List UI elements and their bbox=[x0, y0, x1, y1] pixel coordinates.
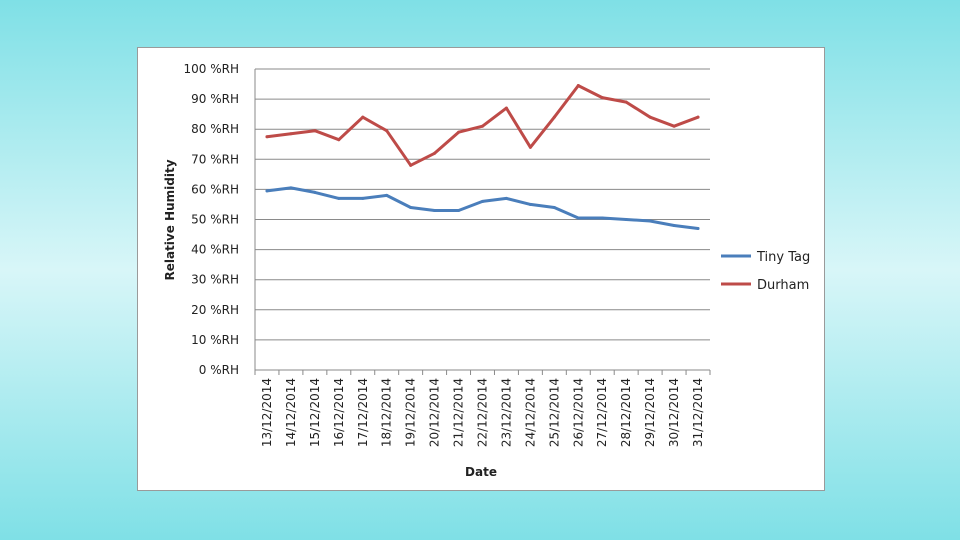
x-tick-label: 13/12/2014 bbox=[260, 378, 274, 447]
data-point bbox=[696, 227, 700, 231]
x-tick-label: 24/12/2014 bbox=[523, 378, 537, 447]
chart-frame: 0 %RH 10 %RH 20 %RH 30 %RH 40 %RH 50 %RH 60 %R… bbox=[137, 47, 825, 491]
data-point bbox=[361, 115, 365, 119]
data-point bbox=[504, 106, 508, 110]
data-point bbox=[433, 208, 437, 212]
data-point bbox=[457, 130, 461, 134]
y-tick-label: 30 %RH bbox=[191, 273, 239, 287]
data-point bbox=[576, 216, 580, 220]
legend-label: Tiny Tag bbox=[756, 250, 810, 265]
data-point bbox=[648, 219, 652, 223]
humidity-line-chart: 0 %RH 10 %RH 20 %RH 30 %RH 40 %RH 50 %RH 60 %R… bbox=[163, 62, 810, 479]
data-point bbox=[337, 196, 341, 200]
x-tick-label: 14/12/2014 bbox=[284, 378, 298, 447]
y-tick-label: 20 %RH bbox=[191, 303, 239, 317]
data-point bbox=[600, 96, 604, 100]
data-point bbox=[624, 218, 628, 221]
data-point bbox=[528, 145, 532, 149]
x-tick-label: 29/12/2014 bbox=[643, 378, 657, 447]
data-point bbox=[648, 115, 652, 119]
y-tick-label: 90 %RH bbox=[191, 92, 239, 106]
x-tick-label: 22/12/2014 bbox=[476, 378, 490, 447]
data-point bbox=[481, 199, 484, 203]
data-point bbox=[361, 196, 365, 200]
data-point bbox=[385, 193, 389, 197]
data-point bbox=[457, 208, 461, 212]
series-layer bbox=[265, 84, 700, 231]
data-point bbox=[600, 216, 604, 220]
legend-label: Durham bbox=[757, 278, 809, 293]
series-line-tiny-tag bbox=[265, 186, 700, 230]
x-tick-label: 27/12/2014 bbox=[595, 378, 609, 447]
data-point bbox=[504, 196, 508, 200]
data-point bbox=[528, 202, 532, 206]
data-point bbox=[409, 205, 413, 209]
y-tick-label: 70 %RH bbox=[191, 152, 239, 166]
y-tick-label: 80 %RH bbox=[191, 122, 239, 136]
data-point bbox=[337, 138, 341, 142]
data-point bbox=[289, 186, 293, 190]
data-point bbox=[624, 100, 628, 104]
x-tick-label: 28/12/2014 bbox=[619, 378, 633, 447]
x-tick-label: 16/12/2014 bbox=[332, 378, 346, 447]
data-point bbox=[552, 205, 556, 209]
x-tick-label: 31/12/2014 bbox=[691, 378, 705, 447]
x-tick-label: 18/12/2014 bbox=[380, 378, 394, 447]
x-tick-label: 21/12/2014 bbox=[452, 378, 466, 447]
y-tick-label: 10 %RH bbox=[191, 333, 239, 347]
data-point bbox=[265, 189, 269, 193]
data-point bbox=[672, 224, 676, 228]
data-point bbox=[289, 132, 293, 136]
x-tick-label: 23/12/2014 bbox=[499, 378, 513, 447]
x-tick-label: 20/12/2014 bbox=[428, 378, 442, 447]
data-point bbox=[265, 135, 269, 139]
data-point bbox=[481, 124, 484, 128]
x-tick-label: 25/12/2014 bbox=[547, 378, 561, 447]
data-point bbox=[385, 129, 389, 133]
data-point bbox=[313, 129, 317, 133]
y-tick-label: 50 %RH bbox=[191, 213, 239, 227]
data-point bbox=[409, 163, 413, 167]
y-tick-label: 40 %RH bbox=[191, 243, 239, 257]
data-point bbox=[552, 115, 556, 119]
x-tick-label: 26/12/2014 bbox=[571, 378, 585, 447]
y-axis-title: Relative Humidity bbox=[163, 159, 177, 280]
grid-layer bbox=[254, 68, 711, 375]
x-tick-label: 19/12/2014 bbox=[404, 378, 418, 447]
data-point bbox=[672, 124, 676, 128]
x-tick-label: 17/12/2014 bbox=[356, 378, 370, 447]
data-point bbox=[433, 151, 437, 155]
data-point bbox=[313, 190, 317, 194]
x-axis-title: Date bbox=[465, 465, 497, 479]
legend: Tiny Tag Durham bbox=[721, 250, 810, 293]
y-tick-label: 100 %RH bbox=[184, 62, 239, 76]
x-tick-labels: 13/12/2014 14/12/2014 15/12/2014 16/12/2014… bbox=[260, 378, 705, 447]
y-tick-labels: 0 %RH 10 %RH 20 %RH 30 %RH 40 %RH 50 %RH 60 %R… bbox=[184, 62, 239, 377]
x-tick-label: 15/12/2014 bbox=[308, 378, 322, 447]
y-tick-label: 60 %RH bbox=[191, 182, 239, 196]
y-tick-label: 0 %RH bbox=[199, 363, 239, 377]
data-point bbox=[576, 84, 580, 88]
data-point bbox=[696, 115, 700, 119]
x-tick-label: 30/12/2014 bbox=[667, 378, 681, 447]
